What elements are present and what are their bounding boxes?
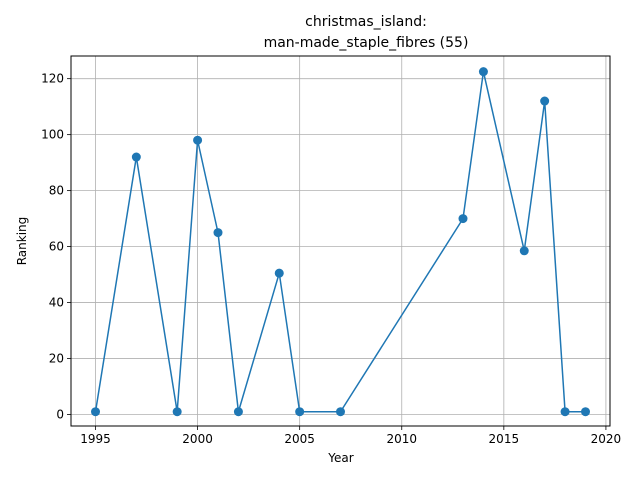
chart-title-line-2: man-made_staple_fibres (55): [264, 35, 469, 51]
x-tick-label: 2005: [284, 432, 315, 446]
x-tick-label: 2015: [489, 432, 520, 446]
data-point: [581, 407, 590, 417]
y-tick-label: 120: [41, 72, 64, 86]
data-point: [478, 67, 488, 77]
chart-title-line-1: christmas_island:: [305, 14, 427, 30]
data-point: [193, 135, 203, 145]
data-point: [233, 407, 243, 417]
y-tick-label: 40: [49, 296, 64, 310]
y-tick-label: 60: [49, 240, 64, 254]
x-tick-label: 2010: [386, 432, 417, 446]
data-point: [131, 152, 141, 162]
axis-ticks: 1995 2000 2005 2010 2015 2020 0 20 40 60 80 100 120: [41, 72, 621, 446]
y-tick-label: 0: [56, 408, 64, 422]
data-point: [540, 96, 550, 106]
data-point: [91, 407, 100, 417]
y-tick-label: 80: [49, 184, 64, 198]
y-axis-label: Ranking: [15, 217, 29, 266]
data-point: [274, 268, 284, 278]
grid-lines: [71, 56, 610, 426]
x-axis-label: Year: [327, 451, 353, 465]
data-point: [172, 407, 182, 417]
data-series: [91, 67, 590, 417]
x-tick-label: 2000: [182, 432, 213, 446]
x-tick-label: 1995: [80, 432, 111, 446]
data-point: [213, 228, 223, 238]
plot-frame: [70, 55, 611, 427]
data-point: [519, 246, 529, 256]
data-point: [458, 214, 468, 224]
data-point: [560, 407, 570, 417]
x-tick-label: 2020: [591, 432, 622, 446]
y-tick-label: 100: [41, 128, 64, 142]
y-tick-label: 20: [49, 352, 64, 366]
data-point: [336, 407, 345, 417]
data-point: [295, 407, 305, 417]
